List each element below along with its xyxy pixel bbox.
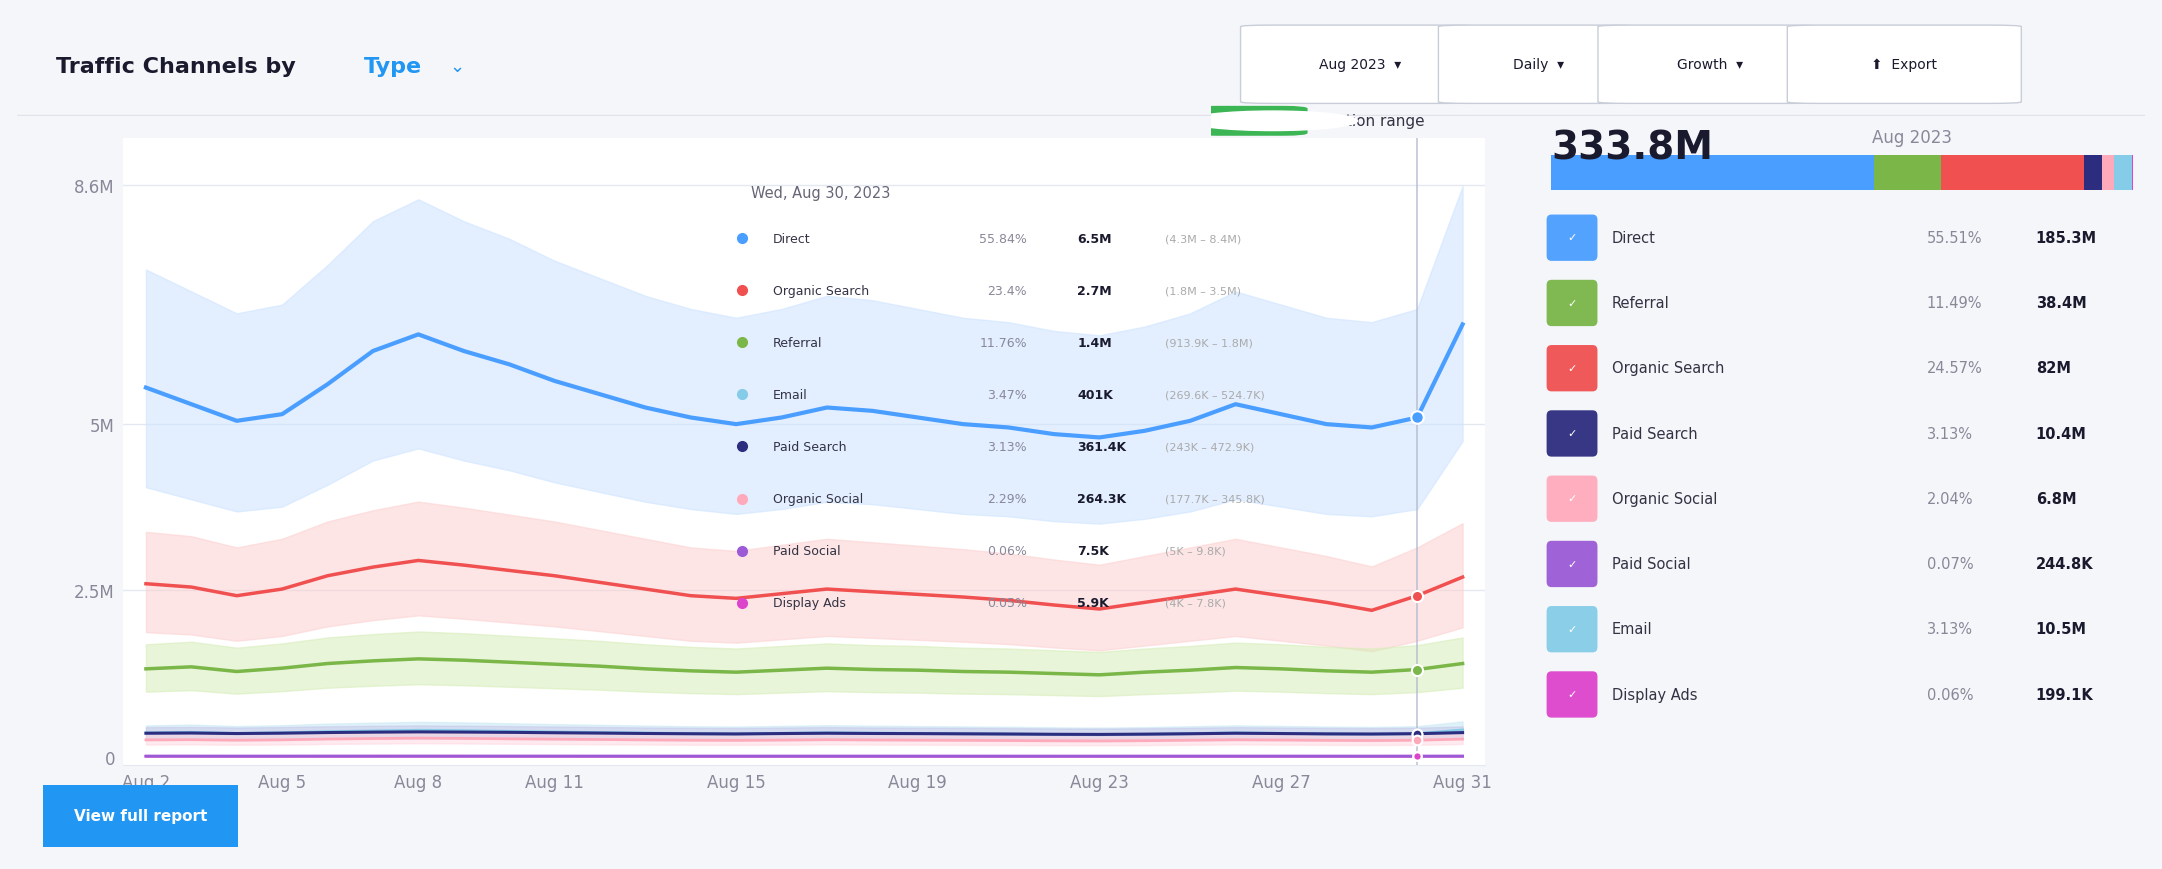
Text: 38.4M: 38.4M — [2037, 295, 2086, 311]
Text: 3.13%: 3.13% — [1926, 621, 1972, 637]
Text: 199.1K: 199.1K — [2037, 687, 2093, 702]
Text: Aug 2023: Aug 2023 — [1872, 129, 1952, 147]
Text: Traffic Channels by: Traffic Channels by — [56, 57, 303, 77]
FancyBboxPatch shape — [1546, 346, 1598, 392]
Text: 3.13%: 3.13% — [988, 441, 1027, 454]
Text: 3.47%: 3.47% — [988, 388, 1027, 401]
Text: Email: Email — [774, 388, 809, 401]
FancyBboxPatch shape — [1788, 26, 2021, 104]
Text: 24.57%: 24.57% — [1926, 361, 1983, 376]
Text: 55.51%: 55.51% — [1926, 230, 1983, 246]
FancyBboxPatch shape — [1598, 26, 1820, 104]
Text: ✓: ✓ — [1567, 428, 1576, 439]
Text: 10.4M: 10.4M — [2037, 426, 2086, 441]
Text: 244.8K: 244.8K — [2037, 556, 2093, 572]
Text: (4.3M – 8.4M): (4.3M – 8.4M) — [1165, 234, 1241, 244]
Text: Deviation range: Deviation range — [1302, 114, 1425, 129]
FancyBboxPatch shape — [1241, 26, 1479, 104]
Text: Wed, Aug 30, 2023: Wed, Aug 30, 2023 — [750, 186, 891, 201]
Text: Direct: Direct — [1613, 230, 1656, 246]
Text: View full report: View full report — [74, 808, 208, 824]
Text: Referral: Referral — [1613, 295, 1669, 311]
Text: 11.76%: 11.76% — [979, 336, 1027, 349]
Text: Paid Search: Paid Search — [774, 441, 848, 454]
Text: Paid Social: Paid Social — [774, 545, 841, 558]
FancyBboxPatch shape — [1546, 216, 1598, 262]
Text: Paid Search: Paid Search — [1613, 426, 1697, 441]
Text: ✓: ✓ — [1567, 298, 1576, 308]
Text: Organic Social: Organic Social — [774, 493, 863, 506]
FancyBboxPatch shape — [1546, 541, 1598, 587]
Text: 1.4M: 1.4M — [1077, 336, 1111, 349]
Text: (5K – 9.8K): (5K – 9.8K) — [1165, 546, 1226, 556]
Text: 0.06%: 0.06% — [988, 545, 1027, 558]
Circle shape — [1189, 112, 1358, 131]
Text: Paid Social: Paid Social — [1613, 556, 1691, 572]
Text: (1.8M – 3.5M): (1.8M – 3.5M) — [1165, 286, 1241, 296]
FancyBboxPatch shape — [1546, 411, 1598, 457]
Text: ✓: ✓ — [1567, 363, 1576, 374]
Text: 361.4K: 361.4K — [1077, 441, 1126, 454]
Text: (913.9K – 1.8M): (913.9K – 1.8M) — [1165, 338, 1252, 348]
Text: (177.7K – 345.8K): (177.7K – 345.8K) — [1165, 494, 1265, 504]
Text: Organic Search: Organic Search — [774, 284, 869, 297]
Text: 401K: 401K — [1077, 388, 1113, 401]
FancyBboxPatch shape — [35, 782, 246, 850]
Text: ✓: ✓ — [1567, 689, 1576, 700]
Text: Display Ads: Display Ads — [774, 596, 845, 609]
Text: 2.7M: 2.7M — [1077, 284, 1111, 297]
Text: 5.9K: 5.9K — [1077, 596, 1109, 609]
Text: 0.06%: 0.06% — [1926, 687, 1974, 702]
Text: 3.13%: 3.13% — [1926, 426, 1972, 441]
Text: 264.3K: 264.3K — [1077, 493, 1126, 506]
Text: 6.8M: 6.8M — [2037, 491, 2076, 507]
Text: Display Ads: Display Ads — [1613, 687, 1697, 702]
Text: (243K – 472.9K): (243K – 472.9K) — [1165, 442, 1254, 452]
Text: 23.4%: 23.4% — [988, 284, 1027, 297]
Bar — [2101, 156, 2114, 191]
Text: 333.8M: 333.8M — [1552, 129, 1714, 167]
Text: 2.04%: 2.04% — [1926, 491, 1974, 507]
Text: 185.3M: 185.3M — [2037, 230, 2097, 246]
Bar — [2084, 156, 2101, 191]
Bar — [1552, 156, 1874, 191]
Text: 55.84%: 55.84% — [979, 233, 1027, 245]
Text: Direct: Direct — [774, 233, 811, 245]
Text: 2.29%: 2.29% — [988, 493, 1027, 506]
Text: ✓: ✓ — [1567, 624, 1576, 634]
Text: 82M: 82M — [2037, 361, 2071, 376]
Text: ✓: ✓ — [1567, 233, 1576, 243]
Text: 10.5M: 10.5M — [2037, 621, 2086, 637]
Text: Daily  ▾: Daily ▾ — [1513, 58, 1563, 72]
Text: (269.6K – 524.7K): (269.6K – 524.7K) — [1165, 390, 1265, 400]
Bar — [1941, 156, 2084, 191]
FancyBboxPatch shape — [1193, 107, 1308, 136]
Text: ⬆  Export: ⬆ Export — [1872, 58, 1937, 72]
Text: Email: Email — [1613, 621, 1652, 637]
Text: 0.07%: 0.07% — [1926, 556, 1974, 572]
FancyBboxPatch shape — [1546, 672, 1598, 718]
Text: Type: Type — [363, 57, 422, 77]
FancyBboxPatch shape — [1546, 281, 1598, 327]
Text: Organic Social: Organic Social — [1613, 491, 1717, 507]
Text: Aug 2023  ▾: Aug 2023 ▾ — [1319, 58, 1401, 72]
Text: 0.05%: 0.05% — [986, 596, 1027, 609]
Text: 7.5K: 7.5K — [1077, 545, 1109, 558]
Text: Organic Search: Organic Search — [1613, 361, 1725, 376]
Text: ✓: ✓ — [1567, 559, 1576, 569]
Text: (4K – 7.8K): (4K – 7.8K) — [1165, 598, 1226, 608]
FancyBboxPatch shape — [1546, 607, 1598, 653]
Text: Growth  ▾: Growth ▾ — [1676, 58, 1743, 72]
Bar — [2114, 156, 2132, 191]
Text: ⌄: ⌄ — [450, 58, 465, 76]
Text: 11.49%: 11.49% — [1926, 295, 1983, 311]
Text: Referral: Referral — [774, 336, 822, 349]
FancyBboxPatch shape — [1438, 26, 1639, 104]
Text: ✓: ✓ — [1567, 494, 1576, 504]
Text: 6.5M: 6.5M — [1077, 233, 1111, 245]
FancyBboxPatch shape — [1546, 476, 1598, 522]
Bar — [1874, 156, 1941, 191]
